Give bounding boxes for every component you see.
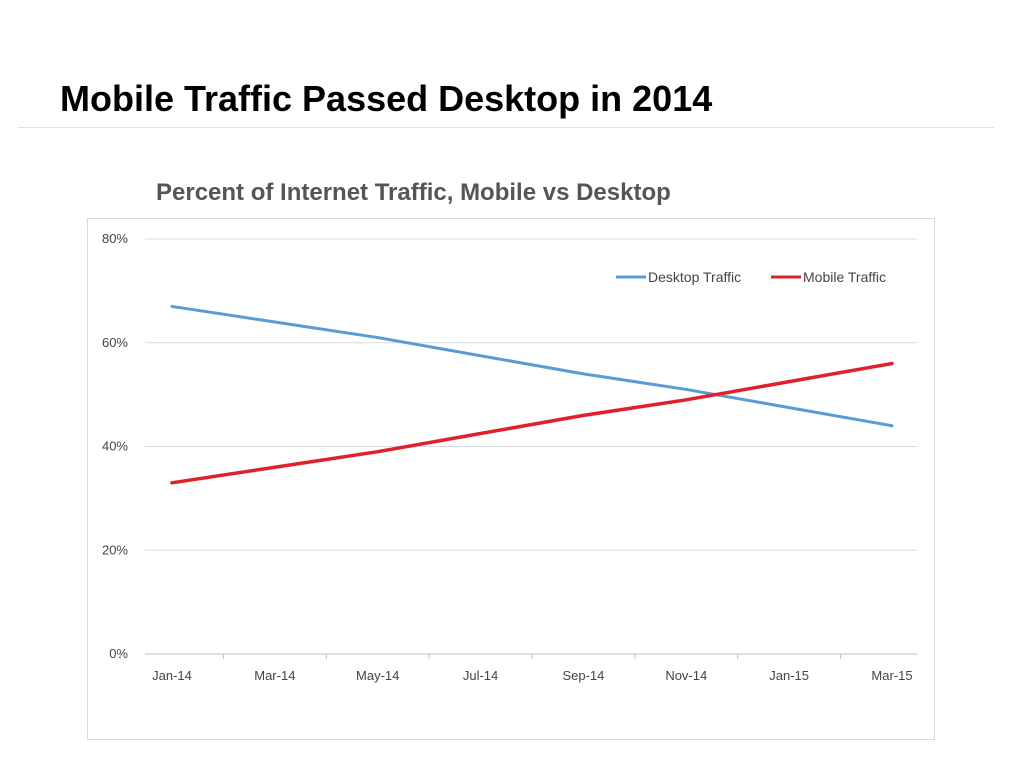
legend-label: Desktop Traffic bbox=[648, 269, 741, 285]
chart-frame: 0% 20% 40% 60% 80% Jan-14 Mar-14 May-14 Jul-14 Se… bbox=[87, 218, 935, 740]
chart-title: Percent of Internet Traffic, Mobile vs D… bbox=[156, 179, 671, 206]
y-tick-label: 20% bbox=[102, 542, 128, 557]
y-tick-label: 0% bbox=[109, 646, 128, 661]
x-tick-label: Jan-15 bbox=[769, 668, 809, 683]
x-tick-label: Nov-14 bbox=[665, 668, 707, 683]
title-divider bbox=[18, 127, 994, 128]
y-tick-label: 60% bbox=[102, 335, 128, 350]
series-line-desktop bbox=[170, 304, 894, 428]
x-tick-label: Jul-14 bbox=[463, 668, 498, 683]
line-chart: 0% 20% 40% 60% 80% Jan-14 Mar-14 May-14 Jul-14 Se… bbox=[102, 231, 917, 683]
x-tick-label: Jan-14 bbox=[152, 668, 192, 683]
x-tick-label: Sep-14 bbox=[562, 668, 604, 683]
x-tick-label: Mar-14 bbox=[254, 668, 295, 683]
slide-title: Mobile Traffic Passed Desktop in 2014 bbox=[60, 78, 713, 119]
x-tick-label: Mar-15 bbox=[871, 668, 912, 683]
y-tick-label: 80% bbox=[102, 231, 128, 246]
series-line-mobile bbox=[170, 361, 894, 485]
y-tick-label: 40% bbox=[102, 439, 128, 454]
x-tick-label: May-14 bbox=[356, 668, 399, 683]
legend-label: Mobile Traffic bbox=[803, 269, 886, 285]
